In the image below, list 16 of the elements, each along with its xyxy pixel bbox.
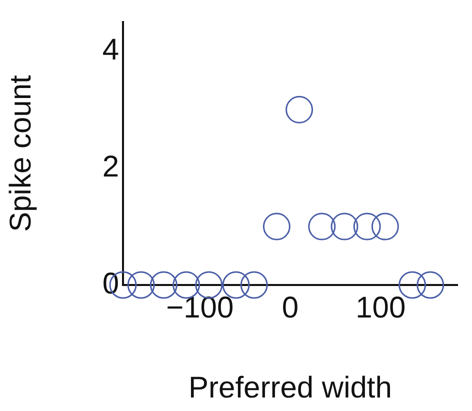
point — [127, 271, 155, 299]
y-axis-title: Spike count — [4, 74, 38, 232]
point — [240, 271, 268, 299]
x-axis-title: Preferred width — [188, 371, 392, 404]
point — [353, 212, 381, 240]
point — [416, 271, 444, 299]
point — [286, 96, 314, 124]
x-tick-label: 0 — [282, 291, 299, 324]
point — [262, 212, 290, 240]
x-tick-label: 100 — [356, 291, 406, 324]
point — [308, 212, 336, 240]
x-tick-label: −100 — [166, 291, 234, 324]
point — [330, 212, 358, 240]
point — [371, 212, 399, 240]
y-tick-label: 4 — [102, 33, 119, 66]
y-tick-label: 2 — [102, 150, 119, 184]
